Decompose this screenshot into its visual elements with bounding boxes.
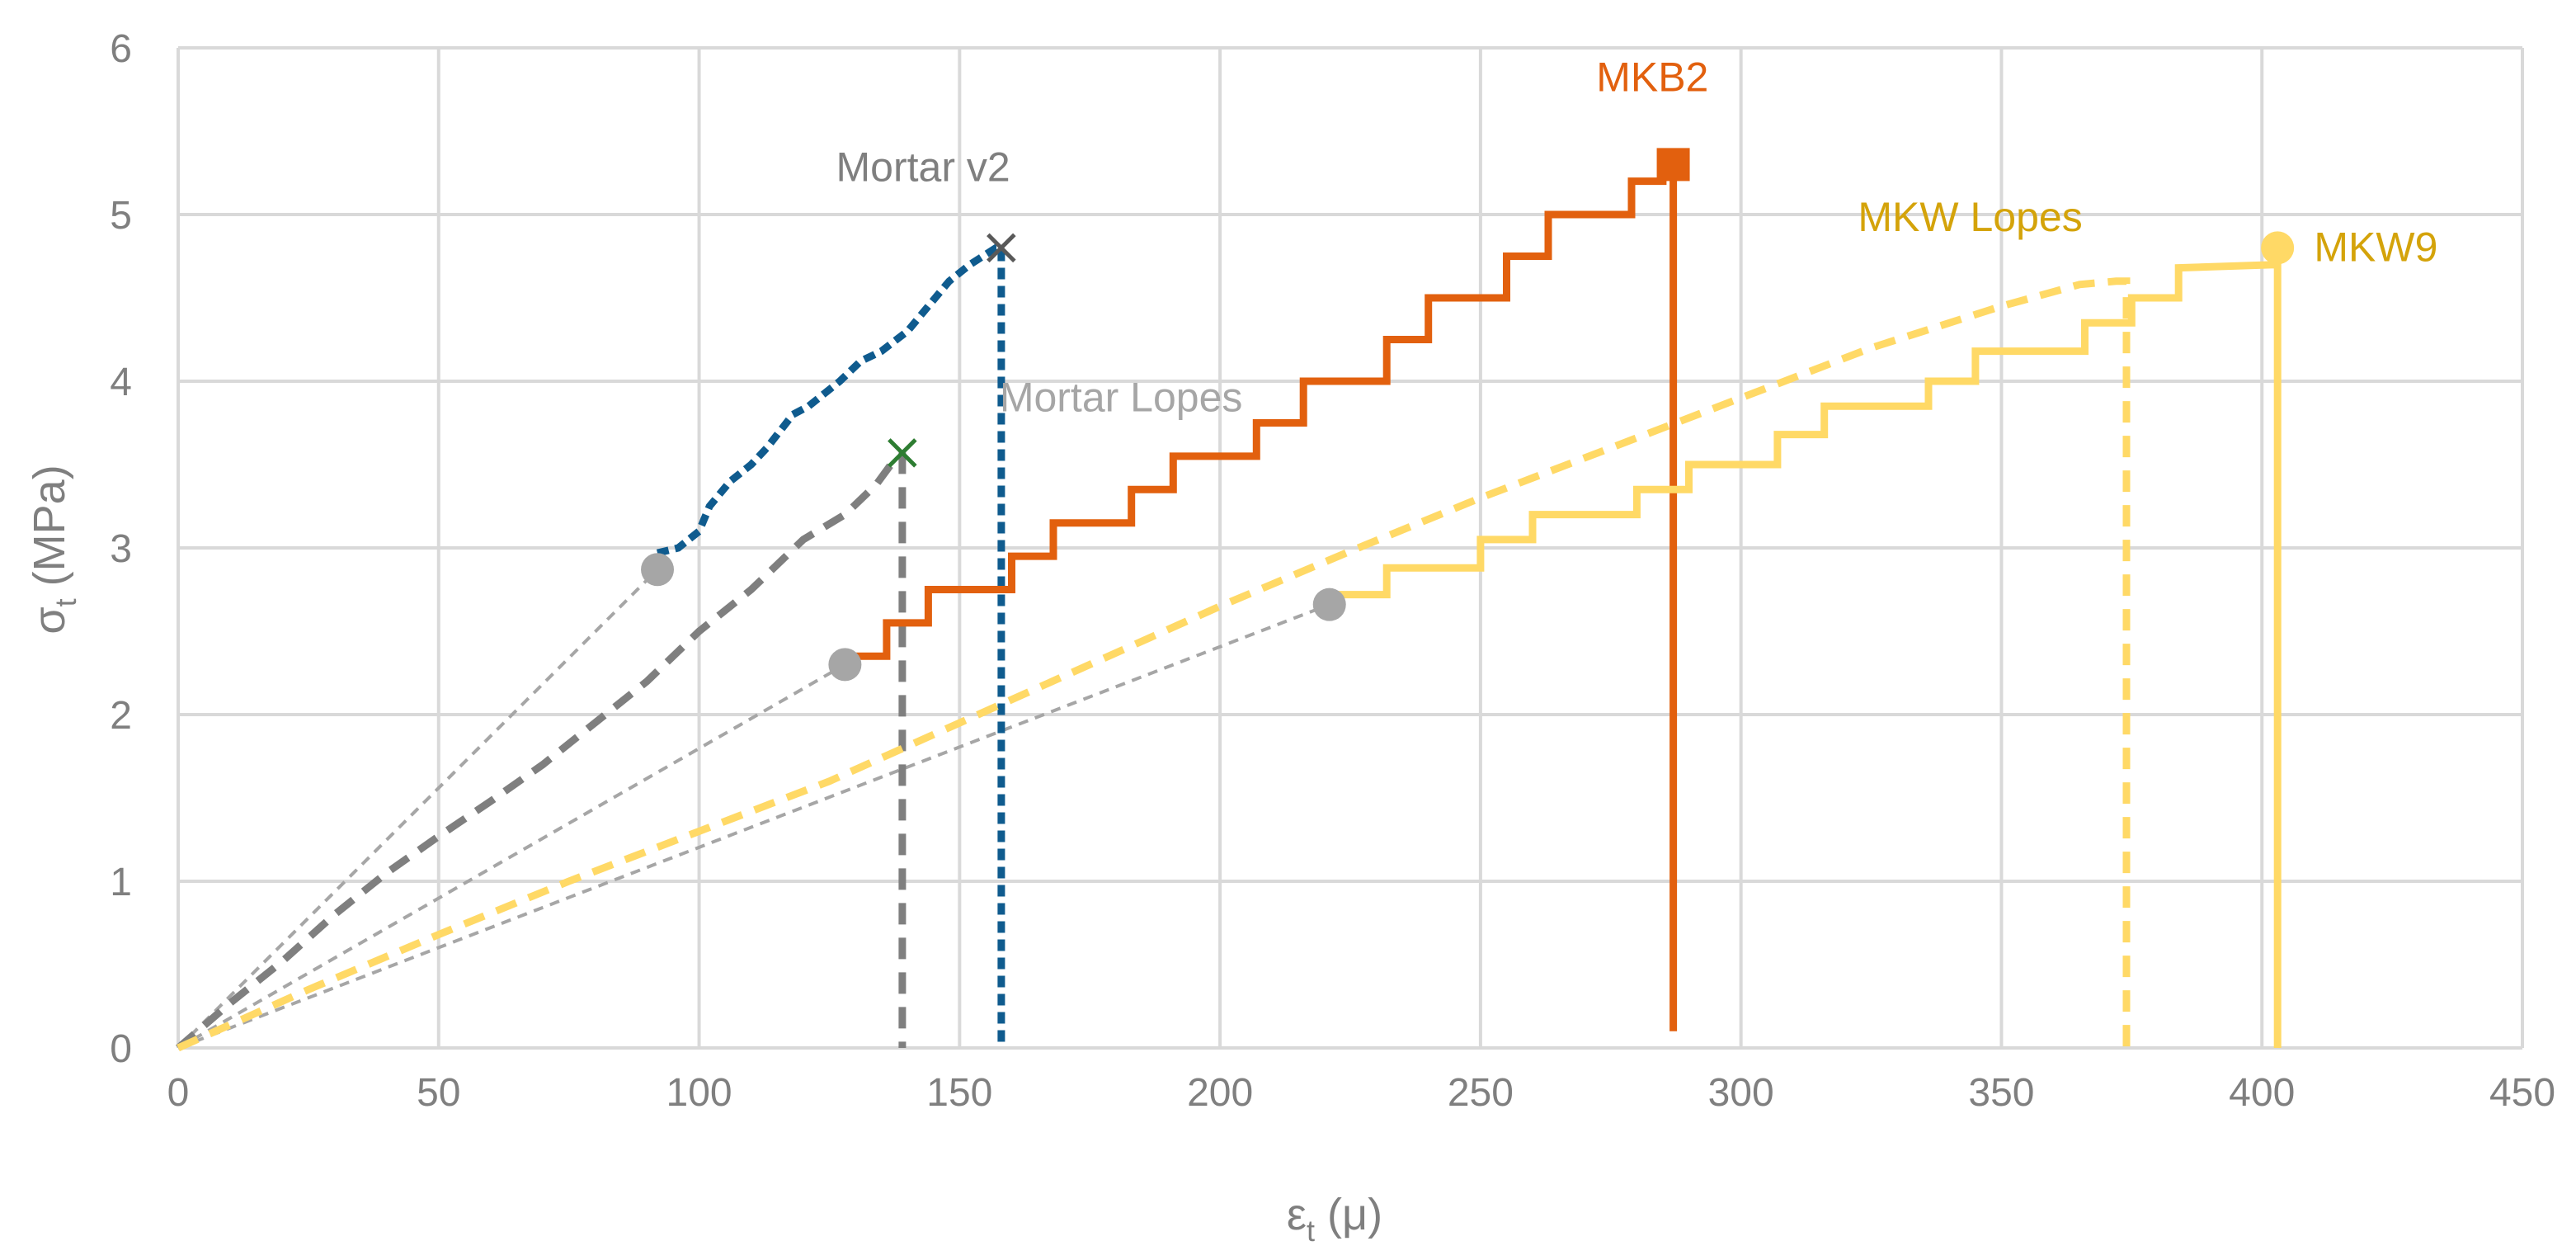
mkw9-peak-marker (2261, 231, 2295, 265)
x-tick-label: 300 (1708, 1071, 1774, 1115)
x-tick-label: 350 (1968, 1071, 2034, 1115)
y-tick-label: 0 (110, 1027, 132, 1071)
mkb2-onset-marker (828, 648, 862, 682)
label-mortar-lopes: Mortar Lopes (1000, 374, 1243, 420)
markers (641, 148, 2295, 682)
mortar-v2-onset-marker (641, 553, 675, 587)
y-tick-label: 4 (110, 361, 132, 404)
y-axis-title: σt (MPa) (25, 465, 82, 634)
x-tick-label: 200 (1187, 1071, 1253, 1115)
annotations: Mortar v2 Mortar Lopes MKB2 MKW Lopes MKW9 (836, 54, 2438, 421)
series-mkb2 (855, 160, 1678, 1031)
mortar-lopes-peak-marker (888, 438, 917, 468)
series-mortar-v2 (656, 243, 1005, 1048)
series-lines (176, 160, 2282, 1052)
x-tick-label: 50 (417, 1071, 460, 1115)
secant-line (177, 568, 659, 1050)
x-tick-label: 400 (2229, 1071, 2295, 1115)
y-tick-label: 3 (110, 527, 132, 571)
series-mortar-lopes (176, 452, 907, 1051)
mortar-v2-peak-marker (987, 233, 1016, 263)
x-axis-title: εt (μ) (1287, 1190, 1382, 1248)
label-mkb2: MKB2 (1596, 54, 1708, 101)
y-tick-label: 1 (110, 861, 132, 904)
x-tick-label: 450 (2489, 1071, 2555, 1115)
series-mkw9 (1329, 260, 2282, 1048)
tick-labels: 0 50 100 150 200 250 300 350 400 450 0 1 2 3 4 5 6 (110, 27, 2555, 1115)
label-mkw9: MKW9 (2314, 224, 2437, 271)
x-tick-label: 150 (926, 1071, 992, 1115)
label-mkw-lopes: MKW Lopes (1858, 194, 2082, 240)
label-mortar-v2: Mortar v2 (836, 144, 1010, 191)
y-tick-label: 6 (110, 27, 132, 71)
series-mkw-lopes (177, 277, 2131, 1052)
y-tick-label: 2 (110, 694, 132, 738)
secant-line (177, 602, 1330, 1050)
x-tick-label: 250 (1448, 1071, 1514, 1115)
mkw9-onset-marker (1312, 588, 1346, 621)
secant-lines (177, 568, 1330, 1050)
mkb2-peak-marker (1656, 148, 1690, 182)
x-tick-label: 0 (167, 1071, 190, 1115)
y-tick-label: 5 (110, 194, 132, 238)
secant-line (177, 663, 846, 1050)
x-tick-label: 100 (666, 1071, 732, 1115)
